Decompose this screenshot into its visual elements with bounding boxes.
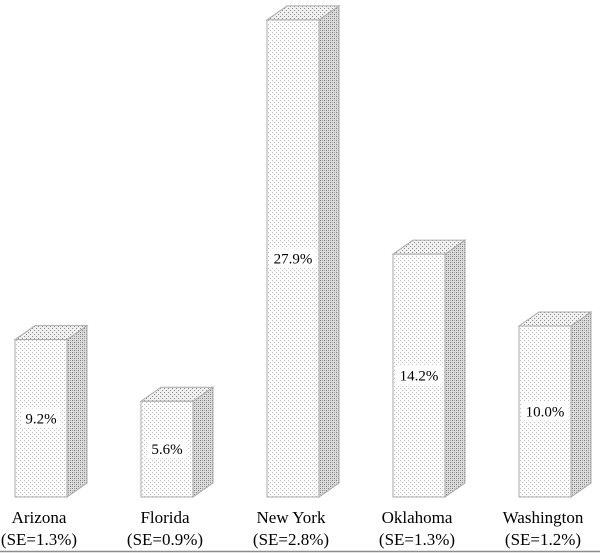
category-label-florida: Florida (SE=0.9%) [127,508,203,549]
value-label-bg [21,408,61,428]
category-se-label: (SE=1.3%) [379,530,455,549]
bar-side-face [192,386,214,498]
category-label-oklahoma: Oklahoma (SE=1.3%) [379,508,455,549]
bar-oklahoma: 14.2% [391,239,467,498]
bar-value-label: 14.2% [400,369,439,385]
bar-arizona: 9.2% [13,324,89,498]
bar-new-york: 27.9% [265,4,341,498]
category-name: New York [257,508,326,527]
value-label-bg [395,365,443,385]
bar-side-face [444,239,466,498]
category-se-label: (SE=2.8%) [253,530,329,549]
category-name: Oklahoma [382,508,453,527]
bar-side-face [570,311,592,498]
bar-side-face [318,4,340,498]
category-name: Washington [503,508,584,527]
bar-value-label: 10.0% [526,405,565,421]
category-name: Florida [140,508,190,527]
bar-value-label: 27.9% [274,251,313,267]
category-labels-layer: Arizona (SE=1.3%) Florida (SE=0.9%) New York… [1,508,584,549]
bar-value-label: 9.2% [25,411,56,427]
category-se-label: (SE=1.3%) [1,530,77,549]
category-name: Arizona [12,508,67,527]
value-label-bg [147,439,187,459]
value-label-bg [521,401,569,421]
bar-side-face [66,324,88,498]
value-label-bg [269,248,317,268]
category-label-new-york: New York (SE=2.8%) [253,508,329,549]
bar-florida: 5.6% [139,386,215,498]
bar-value-label: 5.6% [151,442,182,458]
bar-washington: 10.0% [517,311,593,498]
category-label-arizona: Arizona (SE=1.3%) [1,508,77,549]
category-label-washington: Washington (SE=1.2%) [503,508,584,549]
category-se-label: (SE=1.2%) [505,530,581,549]
bars-layer: 9.2% 5.6% 27.9% 14.2% 10.0% [13,4,593,498]
category-se-label: (SE=0.9%) [127,530,203,549]
